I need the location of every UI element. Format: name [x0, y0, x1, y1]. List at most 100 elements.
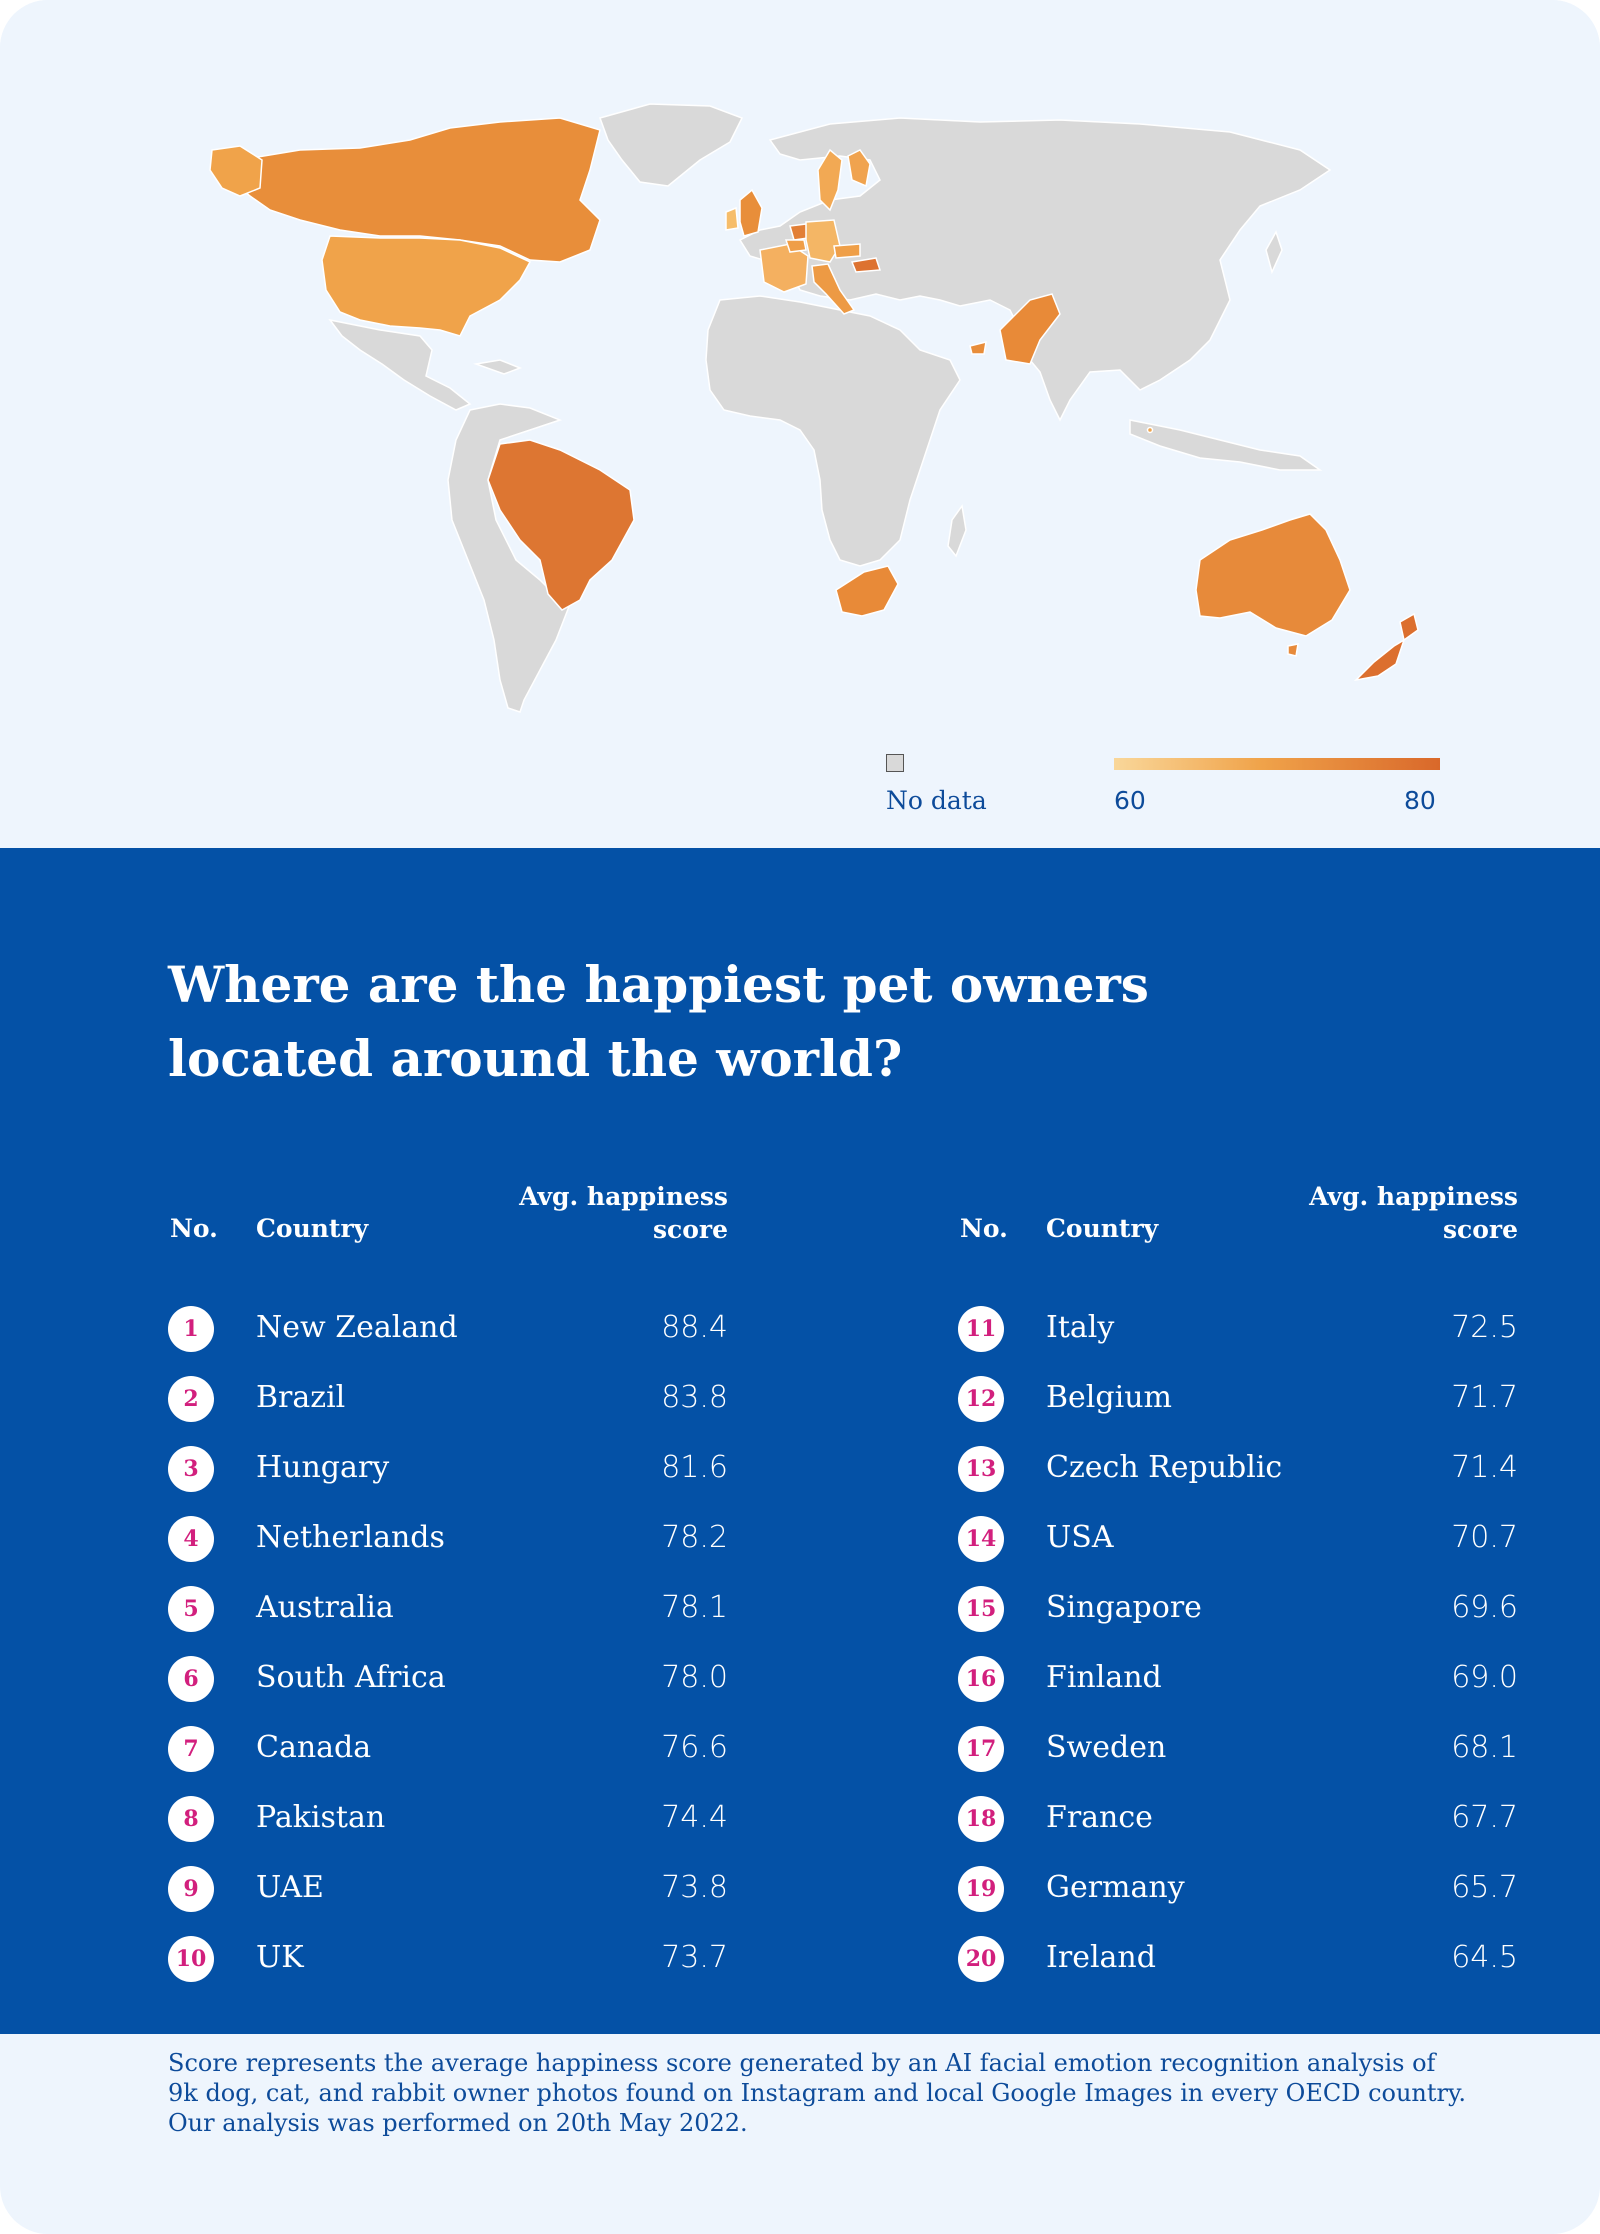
ranking-column-right: No. Country Avg. happiness score 11 Italy… — [958, 1182, 1518, 2002]
madagascar-shape — [947, 504, 967, 558]
happiness-score: 64.5 — [1451, 1940, 1518, 1975]
country-name: Pakistan — [256, 1800, 386, 1835]
rank-badge: 18 — [958, 1796, 1004, 1842]
japan-shape — [1265, 230, 1283, 275]
belgium-shape — [784, 239, 807, 253]
happiness-score: 73.7 — [661, 1940, 728, 1975]
ireland-shape — [725, 206, 739, 231]
scale-max-label: 80 — [1404, 786, 1436, 815]
table-row: 6 South Africa 78.0 — [168, 1652, 728, 1722]
ranking-section: Where are the happiest pet owners locate… — [0, 848, 1600, 2034]
rank-badge: 8 — [168, 1796, 214, 1842]
rank-badge: 20 — [958, 1936, 1004, 1982]
country-name: Germany — [1046, 1870, 1185, 1905]
country-name: Australia — [256, 1590, 394, 1625]
country-name: Ireland — [1046, 1940, 1156, 1975]
greenland-shape — [599, 103, 744, 187]
country-name: France — [1046, 1800, 1153, 1835]
table-row: 4 Netherlands 78.2 — [168, 1512, 728, 1582]
table-row: 18 France 67.7 — [958, 1792, 1518, 1862]
happiness-score: 67.7 — [1451, 1800, 1518, 1835]
rank-badge: 14 — [958, 1516, 1004, 1562]
tasmania-shape — [1287, 643, 1299, 657]
rank-badge: 6 — [168, 1656, 214, 1702]
country-name: Canada — [256, 1730, 372, 1765]
ranking-rows-right: 11 Italy 72.5 12 Belgium 71.7 13 Czech Republic… — [958, 1302, 1518, 2002]
world-map — [209, 103, 1419, 713]
sweden-shape — [817, 148, 843, 212]
czech-shape — [833, 243, 861, 259]
table-row: 10 UK 73.7 — [168, 1932, 728, 2002]
south-africa-shape — [835, 565, 899, 617]
italy-shape — [811, 263, 856, 315]
country-name: Singapore — [1046, 1590, 1202, 1625]
indonesia-shape — [1129, 419, 1323, 471]
happiness-score: 78.1 — [661, 1590, 728, 1625]
mexico-shape — [328, 318, 472, 411]
page-title: Where are the happiest pet owners locate… — [168, 955, 1149, 1088]
happiness-score: 70.7 — [1451, 1520, 1518, 1555]
happiness-score: 65.7 — [1451, 1870, 1518, 1905]
country-name: Finland — [1046, 1660, 1162, 1695]
rank-badge: 2 — [168, 1376, 214, 1422]
rank-badge: 10 — [168, 1936, 214, 1982]
happiness-score: 78.2 — [661, 1520, 728, 1555]
happiness-score: 76.6 — [661, 1730, 728, 1765]
happiness-score: 69.0 — [1451, 1660, 1518, 1695]
country-name: New Zealand — [256, 1310, 458, 1345]
rank-badge: 9 — [168, 1866, 214, 1912]
table-row: 14 USA 70.7 — [958, 1512, 1518, 1582]
table-header: No. Country Avg. happiness score — [168, 1182, 728, 1268]
scale-min-label: 60 — [1114, 786, 1146, 815]
table-row: 19 Germany 65.7 — [958, 1862, 1518, 1932]
caribbean-shape — [473, 359, 523, 375]
table-row: 17 Sweden 68.1 — [958, 1722, 1518, 1792]
brazil-shape — [487, 439, 635, 611]
no-data-countries — [328, 103, 1332, 713]
table-header: No. Country Avg. happiness score — [958, 1182, 1518, 1268]
rank-badge: 4 — [168, 1516, 214, 1562]
rank-badge: 12 — [958, 1376, 1004, 1422]
finland-shape — [847, 149, 871, 188]
rank-badge: 15 — [958, 1586, 1004, 1632]
new-zealand-shape — [1353, 612, 1419, 682]
country-name: Brazil — [256, 1380, 346, 1415]
ranking-column-left: No. Country Avg. happiness score 1 New Ze… — [168, 1182, 728, 2002]
table-row: 13 Czech Republic 71.4 — [958, 1442, 1518, 1512]
rank-badge: 11 — [958, 1306, 1004, 1352]
ranking-rows-left: 1 New Zealand 88.4 2 Brazil 83.8 3 Hungary 81.6 4… — [168, 1302, 728, 2002]
hungary-shape — [850, 257, 882, 273]
country-name: Hungary — [256, 1450, 390, 1485]
no-data-swatch — [886, 754, 904, 772]
country-name: UK — [256, 1940, 304, 1975]
happiness-score: 73.8 — [661, 1870, 728, 1905]
country-name: Czech Republic — [1046, 1450, 1283, 1485]
rank-badge: 5 — [168, 1586, 214, 1632]
no-data-label: No data — [886, 786, 987, 815]
happiness-score: 81.6 — [661, 1450, 728, 1485]
rank-badge: 16 — [958, 1656, 1004, 1702]
table-row: 1 New Zealand 88.4 — [168, 1302, 728, 1372]
table-row: 2 Brazil 83.8 — [168, 1372, 728, 1442]
header-country: Country — [256, 1214, 369, 1243]
rank-badge: 3 — [168, 1446, 214, 1492]
country-name: UAE — [256, 1870, 324, 1905]
happiness-score: 68.1 — [1451, 1730, 1518, 1765]
table-row: 12 Belgium 71.7 — [958, 1372, 1518, 1442]
germany-shape — [805, 219, 841, 263]
country-name: Belgium — [1046, 1380, 1172, 1415]
canada-shape — [229, 117, 601, 263]
header-no: No. — [960, 1214, 1008, 1243]
rank-badge: 7 — [168, 1726, 214, 1772]
country-name: Netherlands — [256, 1520, 445, 1555]
south-america-shape — [447, 403, 571, 713]
uae-shape — [969, 340, 987, 355]
australia-shape — [1195, 513, 1351, 637]
header-country: Country — [1046, 1214, 1159, 1243]
country-name: Italy — [1046, 1310, 1115, 1345]
happiness-score: 83.8 — [661, 1380, 728, 1415]
rank-badge: 17 — [958, 1726, 1004, 1772]
table-row: 5 Australia 78.1 — [168, 1582, 728, 1652]
uk-shape — [739, 188, 763, 237]
table-row: 3 Hungary 81.6 — [168, 1442, 728, 1512]
